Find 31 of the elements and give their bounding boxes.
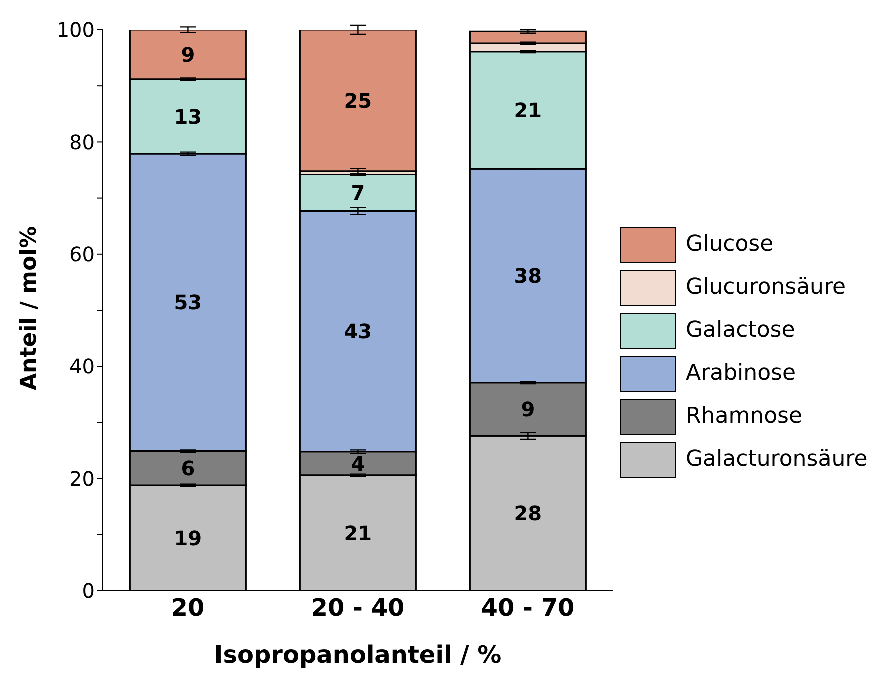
x-tick-label: 20 - 40 — [311, 594, 405, 622]
data-label: 13 — [174, 104, 202, 129]
legend-label: Glucose — [686, 232, 774, 257]
data-label: 7 — [351, 181, 366, 206]
data-label: 21 — [344, 521, 372, 546]
x-tick-label: 40 - 70 — [481, 594, 575, 622]
y-tick-label: 40 — [70, 354, 95, 379]
legend-label: Galactose — [686, 318, 796, 343]
legend-label: Rhamnose — [686, 404, 803, 429]
data-label: 9 — [521, 398, 536, 422]
data-label: 6 — [181, 456, 196, 481]
legend-label: Glucuronsäure — [686, 275, 846, 300]
legend-label: Galacturonsäure — [686, 447, 868, 472]
x-axis-title: Isopropanolanteil / % — [214, 641, 502, 669]
y-tick-label: 80 — [70, 130, 95, 154]
data-label: 9 — [181, 42, 196, 67]
y-tick-label: 0 — [82, 579, 95, 604]
data-label: 25 — [344, 88, 372, 113]
y-tick-label: 100 — [56, 18, 95, 42]
y-tick-label: 60 — [70, 242, 95, 266]
data-label: 28 — [514, 502, 542, 526]
data-label: 21 — [514, 98, 542, 123]
data-label: 4 — [351, 452, 366, 476]
y-axis-title: Anteil / mol% — [16, 226, 42, 390]
y-tick-label: 20 — [70, 466, 95, 491]
data-label: 53 — [174, 290, 202, 315]
data-label: 38 — [514, 264, 542, 288]
data-label: 43 — [344, 320, 372, 344]
data-label: 19 — [174, 526, 202, 550]
legend-label: Arabinose — [686, 361, 796, 386]
x-tick-label: 20 — [171, 594, 205, 622]
